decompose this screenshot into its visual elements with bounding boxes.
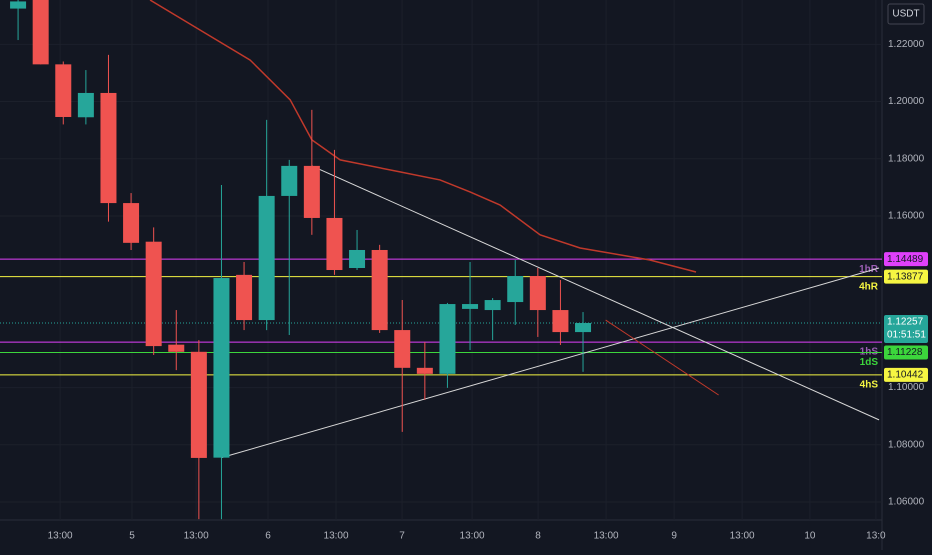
- candle-body: [281, 165, 298, 196]
- candle-body: [326, 217, 343, 271]
- candle-body: [55, 64, 72, 117]
- y-tick-label: 1.10000: [888, 382, 925, 393]
- level-price: 1.13877: [887, 271, 924, 282]
- y-tick-label: 1.06000: [888, 497, 925, 508]
- x-tick-label: 10: [804, 531, 816, 542]
- level-name: 1hR: [859, 264, 879, 275]
- level-name: 4hS: [860, 380, 879, 391]
- x-tick-label: 13:00: [324, 531, 349, 542]
- currency: USDT: [892, 9, 919, 20]
- candle-body: [575, 323, 592, 333]
- trendline: [221, 267, 880, 459]
- candle-body: [394, 330, 411, 368]
- candle-body: [10, 1, 27, 9]
- x-tick-label: 13:00: [48, 531, 73, 542]
- candle-body: [371, 249, 388, 331]
- x-tick-label: 9: [671, 531, 677, 542]
- last-price-tag: [884, 315, 928, 344]
- candle-body: [258, 195, 275, 321]
- currency-box[interactable]: [887, 3, 925, 25]
- candle-body: [145, 241, 162, 347]
- candle-body: [439, 304, 456, 374]
- level-tag: [884, 269, 928, 284]
- level-name: 1dS: [860, 357, 879, 368]
- candle-body: [349, 249, 366, 269]
- level-name: 4hR: [859, 281, 879, 292]
- level-tag: [884, 345, 928, 360]
- y-tick-label: 1.20000: [888, 96, 925, 107]
- moving-average: [149, 0, 697, 273]
- level-price: 1.11228: [887, 347, 923, 358]
- y-tick-label: 1.16000: [888, 211, 925, 222]
- candle-body: [168, 344, 185, 352]
- trendline: [311, 165, 880, 421]
- y-tick-label: 1.22000: [888, 39, 925, 50]
- x-tick-label: 13:00: [594, 531, 619, 542]
- x-tick-label: 13:00: [460, 531, 485, 542]
- candle-body: [416, 367, 433, 374]
- x-tick-label: 8: [535, 531, 541, 542]
- candle-body: [462, 304, 479, 309]
- x-tick-label: 7: [399, 531, 405, 542]
- level-price: 1.10442: [887, 370, 924, 381]
- y-tick-label: 1.18000: [888, 153, 925, 164]
- x-tick-label: 13:00: [184, 531, 209, 542]
- candle-body: [213, 278, 230, 458]
- x-tick-label: 13:0: [866, 531, 886, 542]
- candle-body: [507, 276, 524, 303]
- x-tick-label: 5: [129, 531, 135, 542]
- y-tick-label: 1.08000: [888, 439, 925, 450]
- x-tick-label: 6: [265, 531, 271, 542]
- trendline: [605, 319, 719, 396]
- candle-body: [236, 274, 253, 321]
- candle-body: [32, 0, 49, 65]
- candle-body: [123, 203, 140, 243]
- level-tag: [884, 252, 928, 267]
- candle-body: [552, 310, 569, 333]
- candle-body: [77, 92, 94, 118]
- candle-body: [529, 276, 546, 311]
- candle-body: [484, 300, 501, 311]
- last-price: 1.12257: [887, 317, 924, 328]
- countdown: 01:51:51: [887, 330, 926, 341]
- level-tag: [884, 367, 928, 382]
- candle-body: [303, 165, 320, 218]
- candle-body: [190, 351, 207, 458]
- x-tick-label: 13:00: [730, 531, 755, 542]
- level-price: 1.14489: [887, 254, 924, 265]
- candle-body: [100, 92, 117, 204]
